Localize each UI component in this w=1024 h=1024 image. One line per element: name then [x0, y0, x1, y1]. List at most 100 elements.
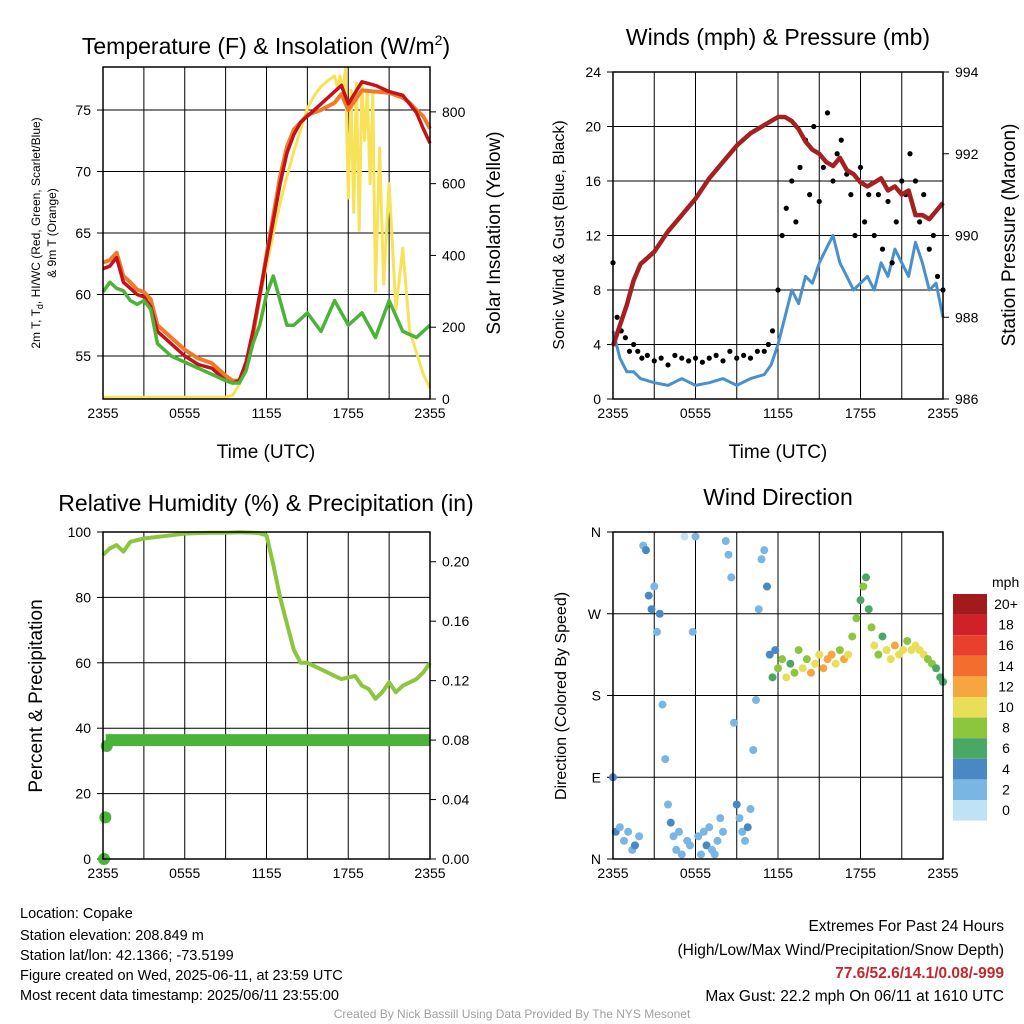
direction-point — [765, 650, 774, 659]
y2-axis-label: Station Pressure (Maroon) — [999, 124, 1020, 347]
direction-point — [746, 805, 755, 814]
y-tick-label: 80 — [75, 589, 91, 605]
y-tick-label: 75 — [75, 102, 91, 118]
direction-point — [790, 668, 799, 677]
y-tick-label: N — [591, 851, 601, 867]
x-tick-label: 2355 — [927, 405, 958, 421]
gust-point — [635, 348, 641, 354]
y2-tick-label: 986 — [955, 391, 979, 407]
direction-point — [899, 646, 908, 655]
gust-point — [889, 260, 895, 266]
legend-label: 16 — [998, 637, 1014, 653]
gust-point — [934, 273, 941, 279]
gust-point — [699, 359, 705, 365]
y-tick-label: 16 — [585, 173, 601, 189]
temperature-insolation-panel: 2355 0555 1155 1755 2355 55 60 65 70 75 0 200 400 600… — [29, 32, 505, 463]
direction-point — [653, 627, 661, 636]
x-tick-label: 1155 — [251, 865, 281, 881]
gust-point — [747, 355, 754, 361]
gust-point — [879, 246, 886, 252]
direction-point — [642, 546, 650, 555]
gust-point — [769, 328, 776, 334]
y-axis-label: Direction (Colored By Speed) — [553, 592, 570, 800]
direction-point — [878, 632, 887, 641]
gust-point — [816, 198, 822, 205]
direction-point — [932, 664, 941, 673]
direction-point — [724, 550, 733, 559]
direction-point — [672, 845, 681, 854]
legend-label: 20+ — [994, 596, 1018, 612]
legend-label: 0 — [1002, 802, 1010, 818]
direction-point — [874, 650, 883, 659]
direction-point — [688, 627, 697, 636]
direction-point — [859, 582, 868, 591]
x-tick-label: 0555 — [680, 405, 711, 421]
gust-point — [830, 178, 836, 184]
direction-point — [699, 827, 708, 836]
series-wind-line — [611, 234, 945, 387]
x-tick-label: 2355 — [927, 865, 958, 881]
gust-point — [713, 352, 719, 358]
title-superscript: 2 — [435, 32, 443, 48]
humidity-precip-panel: 2355 0555 1155 1755 23550204060801000.000.04… — [26, 490, 474, 881]
max-gust-text: Max Gust: 22.2 mph On 06/11 at 1610 UTC — [705, 988, 1004, 1005]
direction-point — [852, 614, 861, 623]
direction-point — [844, 650, 853, 659]
direction-point — [705, 823, 714, 832]
series-2m-temp-line — [102, 80, 432, 385]
y2-tick-label: 0.12 — [442, 673, 469, 689]
y-label-part: , HI/WC (Red, Green, Scarlet/Blue) — [29, 117, 43, 304]
gust-point — [866, 192, 872, 198]
direction-point — [713, 836, 722, 845]
gust-point — [614, 314, 620, 320]
gust-point — [741, 352, 747, 358]
direction-point — [738, 827, 747, 836]
title-end: ) — [442, 33, 450, 59]
y2-tick-label: 0.16 — [442, 613, 469, 629]
chart-title: Relative Humidity (%) & Precipitation (i… — [58, 490, 473, 516]
chart-title: Winds (mph) & Pressure (mb) — [626, 24, 930, 50]
x-tick-label: 2355 — [597, 865, 628, 881]
x-axis-label: Time (UTC) — [729, 442, 828, 463]
y-tick-label: 40 — [75, 720, 91, 736]
direction-point — [807, 668, 815, 677]
gust-point — [672, 352, 678, 358]
direction-point — [870, 641, 879, 650]
direction-point — [886, 655, 895, 664]
gust-point — [727, 348, 733, 354]
gust-point — [862, 219, 868, 225]
direction-point — [719, 827, 727, 836]
gust-point — [824, 110, 831, 116]
y2-axis-label: Solar Insolation (Yellow) — [484, 131, 505, 334]
direction-point — [856, 596, 865, 605]
y-tick-label: 4 — [593, 337, 601, 353]
chart-title: Wind Direction — [703, 484, 853, 510]
direction-point — [635, 832, 644, 841]
direction-point — [620, 836, 628, 845]
y2-tick-label: 988 — [955, 309, 979, 325]
direction-point — [727, 573, 736, 582]
direction-point — [903, 637, 912, 645]
direction-point — [697, 850, 705, 859]
direction-point — [811, 659, 820, 668]
direction-point — [815, 650, 824, 659]
plot-border — [612, 71, 944, 400]
gust-point — [811, 123, 817, 130]
legend-label: 8 — [1002, 720, 1010, 736]
gust-point — [658, 355, 664, 361]
direction-point — [691, 532, 700, 541]
plot-border — [102, 531, 431, 860]
direction-point — [864, 605, 873, 614]
y-tick-label: 0 — [593, 391, 601, 407]
gust-point — [907, 151, 913, 157]
legend-swatch — [953, 655, 987, 677]
direction-point — [710, 850, 719, 859]
series-pressure-line — [610, 114, 945, 347]
y2-tick-label: 0.00 — [442, 851, 469, 867]
gust-point — [834, 151, 840, 157]
x-tick-label: 0555 — [169, 405, 200, 421]
direction-point — [848, 632, 857, 641]
direction-point — [647, 605, 656, 614]
x-tick-label: 1755 — [845, 865, 876, 881]
direction-point — [615, 823, 624, 832]
